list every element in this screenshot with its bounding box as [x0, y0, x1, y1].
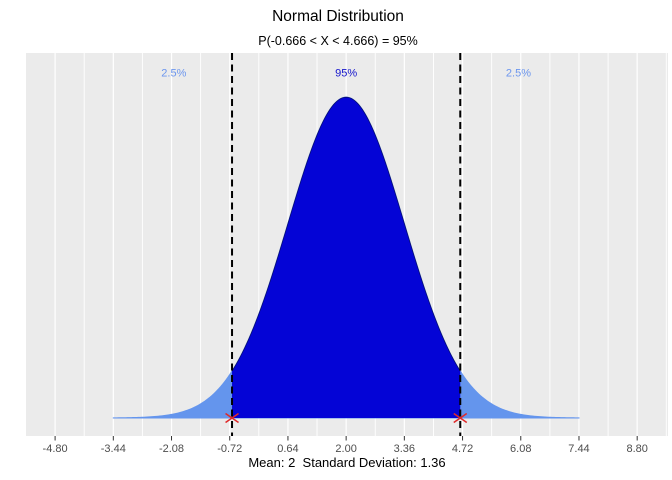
x-axis-tick-label: 2.00	[335, 443, 356, 455]
x-axis-tick-label: 0.64	[277, 443, 298, 455]
x-axis: -4.80 -3.44 -2.08 -0.72 0.64 2.00 3.36 4.72 6.08…	[43, 436, 648, 455]
x-axis-tick-label: -3.44	[101, 443, 126, 455]
density-center-area	[232, 97, 461, 418]
percent-annotations: 2.5% 95% 2.5%	[161, 67, 531, 79]
cutoff-lines	[231, 53, 462, 436]
x-axis-tick-label: 4.72	[452, 443, 473, 455]
x-mark-stroke	[225, 412, 239, 424]
gridlines-minor	[83, 53, 667, 436]
x-axis-tick-label: 6.08	[510, 443, 531, 455]
gridlines-major	[54, 53, 638, 436]
x-axis-tick-label: -2.08	[159, 443, 184, 455]
x-axis-tick-label: 3.36	[394, 443, 415, 455]
density-curve-outline	[231, 96, 461, 372]
cutoff-x-mark-lower	[225, 412, 239, 424]
x-axis-tick-label: 8.80	[626, 443, 647, 455]
cutoff-x-mark-upper	[453, 412, 468, 424]
chart-subtitle: P(-0.666 < X < 4.666) = 95%	[258, 34, 417, 48]
x-mark-stroke	[453, 412, 468, 424]
cutoff-x-marks	[225, 412, 468, 424]
density-areas	[112, 96, 580, 419]
x-axis-tick-label: 7.44	[568, 443, 589, 455]
percent-label-right-tail: 2.5%	[506, 67, 531, 79]
chart-title: Normal Distribution	[272, 8, 404, 25]
percent-label-left-tail: 2.5%	[161, 67, 186, 79]
percent-label-center: 95%	[335, 67, 357, 79]
x-axis-tick-label: -4.80	[43, 443, 68, 455]
x-axis-title: Mean: 2 Standard Deviation: 1.36	[248, 455, 445, 470]
x-axis-tick-label: -0.72	[217, 443, 242, 455]
